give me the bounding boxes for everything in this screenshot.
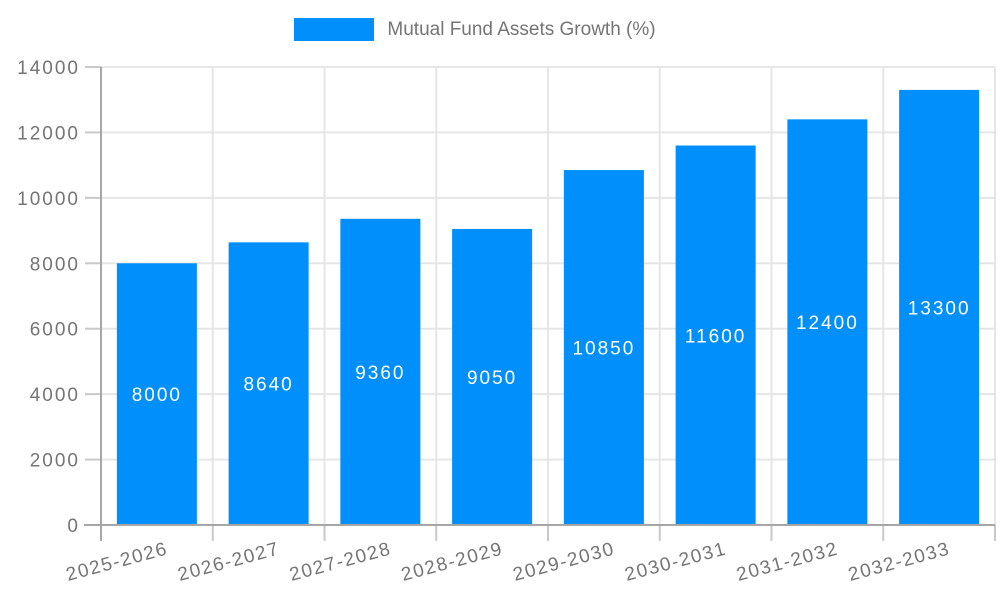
x-axis-label: 2029-2030 (511, 539, 617, 586)
bar[interactable] (675, 145, 756, 525)
y-axis-label: 8000 (30, 254, 80, 275)
bar-value-label: 9360 (355, 363, 405, 384)
x-axis-label: 2032-2033 (846, 539, 952, 586)
bar[interactable] (787, 119, 868, 525)
y-axis-label: 14000 (17, 58, 80, 79)
y-axis-label: 0 (67, 516, 80, 537)
legend-item[interactable]: Mutual Fund Assets Growth (%) (294, 18, 656, 41)
bar[interactable] (228, 242, 309, 525)
y-axis-label: 6000 (30, 320, 80, 341)
bar[interactable] (563, 170, 644, 526)
bar[interactable] (340, 218, 421, 525)
bar-value-label: 8640 (243, 375, 293, 396)
y-axis-label: 12000 (17, 123, 80, 144)
legend: Mutual Fund Assets Growth (%) (0, 18, 950, 41)
legend-label: Mutual Fund Assets Growth (%) (387, 19, 656, 40)
x-axis-label: 2028-2029 (399, 539, 505, 586)
bar[interactable] (116, 263, 197, 525)
x-axis-label: 2031-2032 (734, 539, 840, 586)
y-axis-label: 10000 (17, 189, 80, 210)
x-axis-label: 2030-2031 (623, 539, 729, 586)
bar[interactable] (899, 89, 980, 526)
x-axis-label: 2025-2026 (64, 539, 170, 586)
bar-value-label: 11600 (685, 326, 746, 347)
bar-value-label: 9050 (467, 368, 517, 389)
legend-marker-swatch (294, 18, 375, 41)
bar-value-label: 8000 (132, 385, 182, 406)
x-axis-label: 2026-2027 (176, 539, 282, 586)
bar[interactable] (452, 228, 533, 525)
y-axis-label: 2000 (30, 451, 80, 472)
y-axis-label: 4000 (30, 385, 80, 406)
bar-value-label: 13300 (908, 298, 971, 319)
x-axis-label: 2027-2028 (287, 539, 393, 586)
bar-value-label: 10850 (572, 339, 635, 360)
bar-value-label: 12400 (796, 313, 859, 334)
